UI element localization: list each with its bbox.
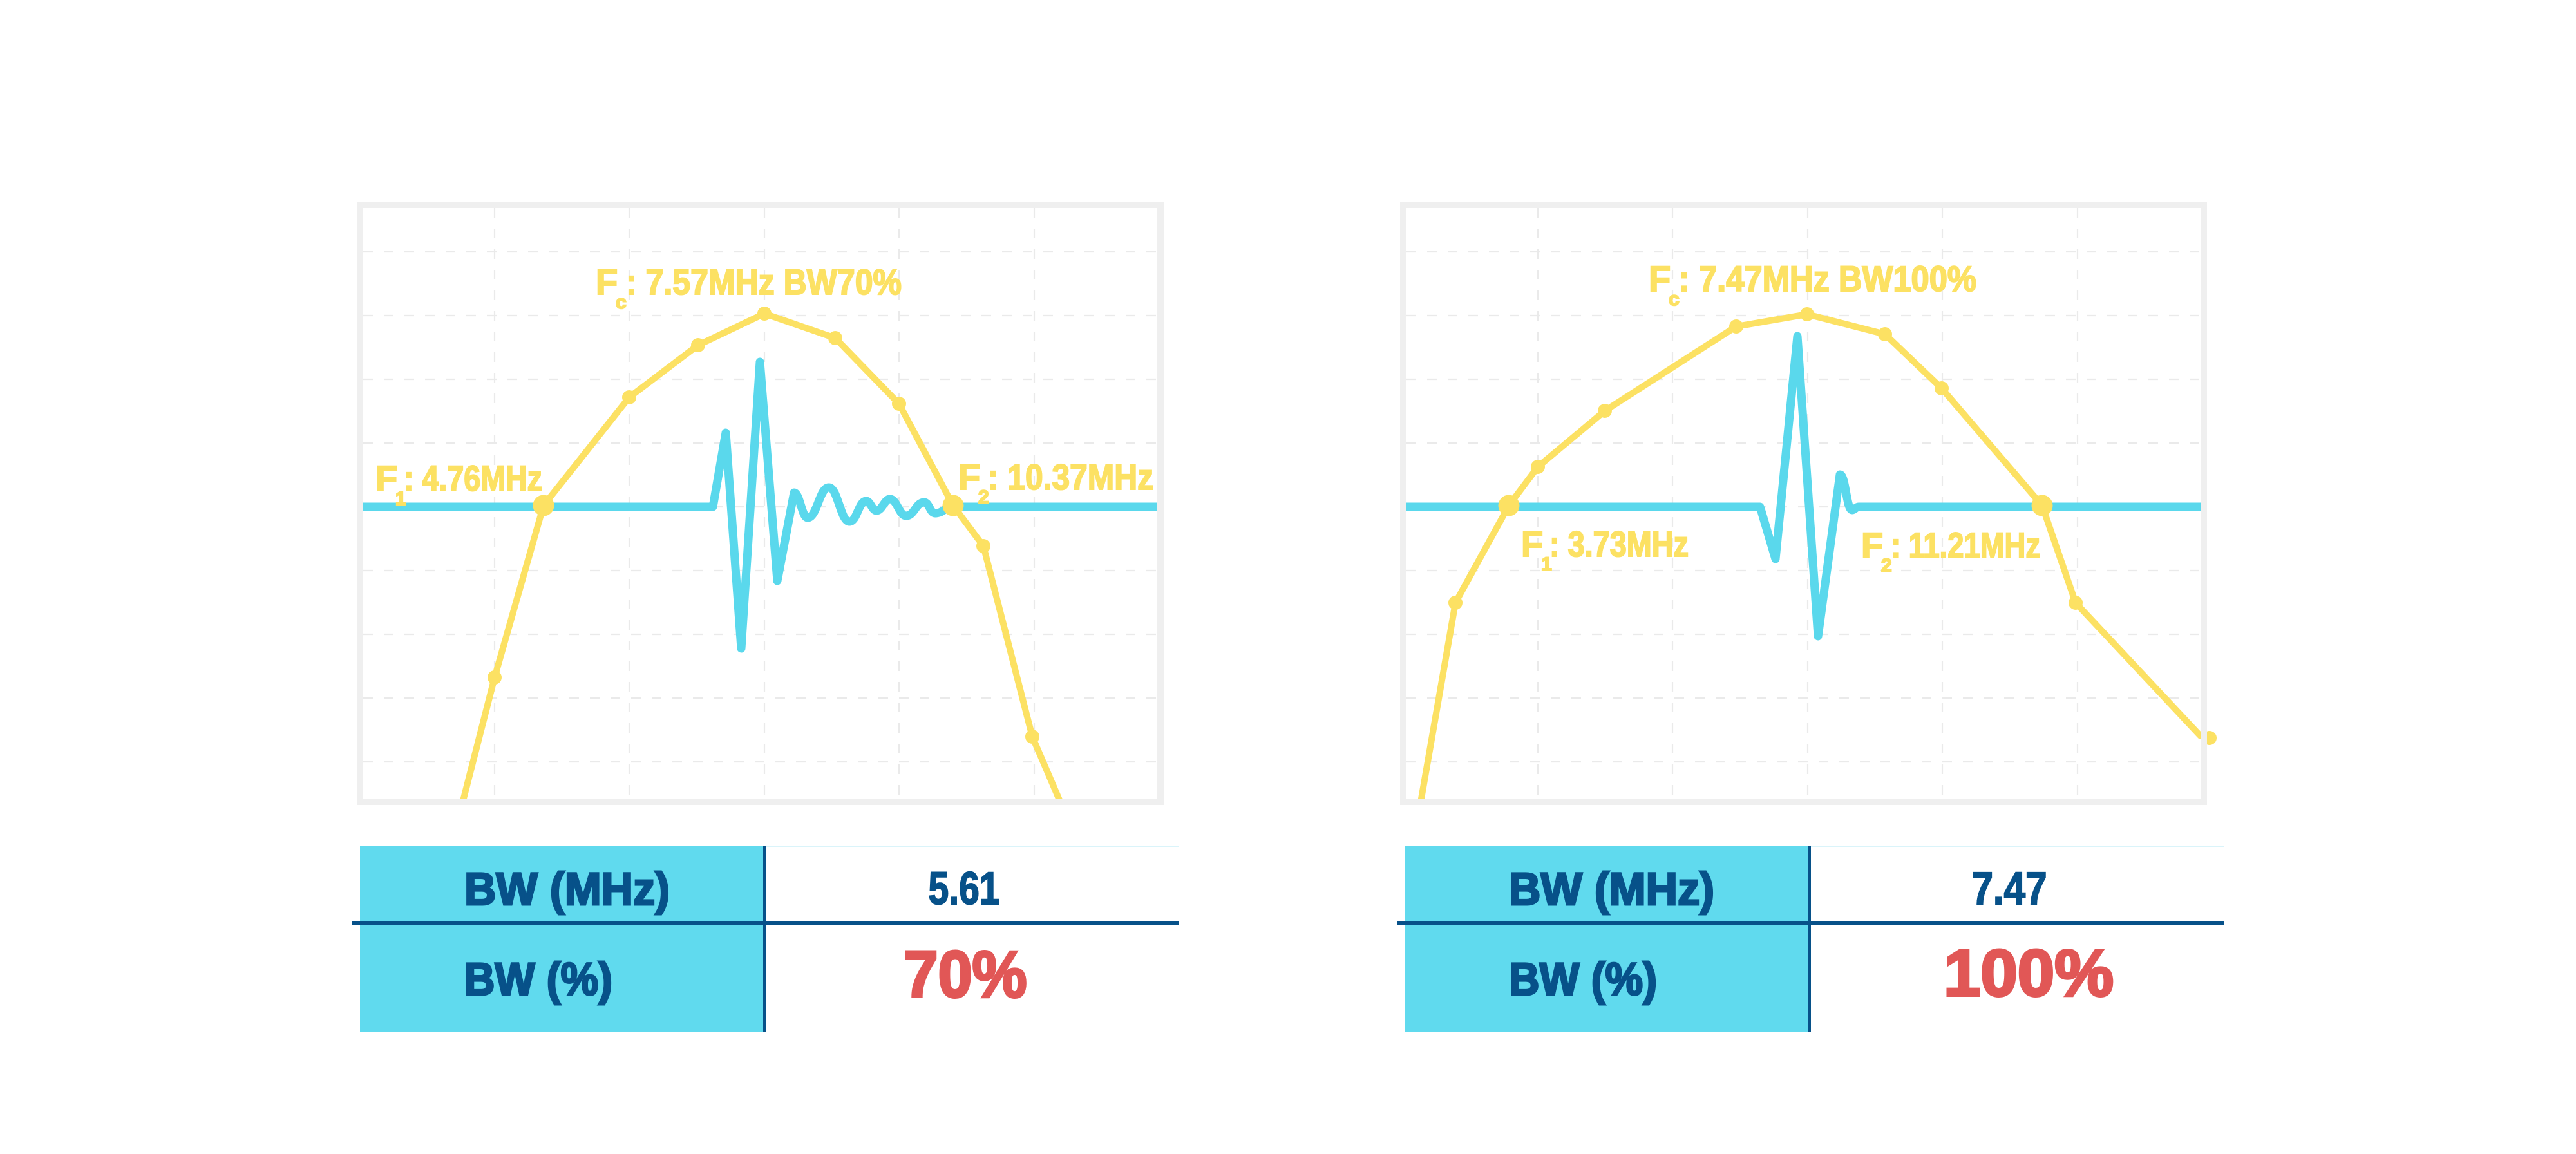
svg-text:c: c [616, 292, 627, 313]
svg-text:100%: 100% [1944, 936, 2114, 1010]
svg-text:2: 2 [1881, 555, 1892, 576]
svg-text:: 7.57MHz BW70%: : 7.57MHz BW70% [626, 261, 902, 302]
svg-text:5.61: 5.61 [929, 864, 1000, 914]
svg-text:BW (MHz): BW (MHz) [464, 864, 670, 915]
svg-text:BW (%): BW (%) [464, 954, 612, 1005]
svg-text:F: F [1649, 258, 1671, 299]
svg-text:1: 1 [1541, 554, 1552, 575]
svg-text:F: F [596, 261, 618, 302]
svg-text:c: c [1669, 288, 1680, 310]
svg-text:: 4.76MHz: : 4.76MHz [404, 458, 542, 498]
svg-text:1: 1 [395, 488, 406, 509]
svg-text:BW (%): BW (%) [1509, 954, 1657, 1005]
svg-text:F: F [958, 457, 980, 497]
svg-text:: 10.37MHz: : 10.37MHz [988, 457, 1153, 497]
svg-text:F: F [375, 458, 397, 498]
svg-text:BW (MHz): BW (MHz) [1509, 864, 1714, 915]
svg-text:70%: 70% [904, 938, 1027, 1011]
svg-text:F: F [1521, 524, 1543, 564]
svg-text:2: 2 [978, 487, 989, 508]
svg-text:: 3.73MHz: : 3.73MHz [1549, 524, 1689, 564]
svg-text:: 11.21MHz: : 11.21MHz [1891, 525, 2040, 565]
svg-text:: 7.47MHz BW100%: : 7.47MHz BW100% [1679, 258, 1976, 299]
svg-text:F: F [1861, 525, 1883, 565]
svg-text:7.47: 7.47 [1972, 864, 2047, 914]
